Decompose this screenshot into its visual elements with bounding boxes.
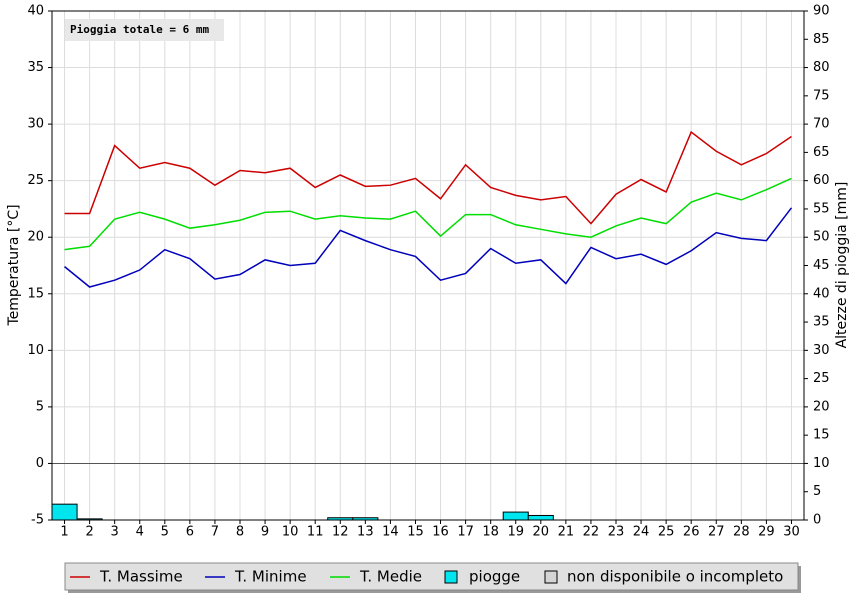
x-tick-label: 28 <box>733 525 750 540</box>
y-tick-label: 5 <box>36 399 44 414</box>
x-tick-label: 30 <box>783 525 800 540</box>
y2-tick-label: 45 <box>813 258 830 273</box>
rain-bar <box>51 503 78 521</box>
x-tick-label: 23 <box>608 525 625 540</box>
x-tick-label: 20 <box>533 525 550 540</box>
x-tick-label: 12 <box>332 525 349 540</box>
y2-tick-label: 10 <box>813 456 830 471</box>
x-tick-label: 24 <box>633 525 650 540</box>
y-axis-label: Temperatura [°C] <box>6 204 22 326</box>
y2-tick-label: 25 <box>813 371 830 386</box>
x-tick-label: 17 <box>457 525 474 540</box>
y2-tick-label: 65 <box>813 145 830 160</box>
x-tick-label: 15 <box>407 525 424 540</box>
y-tick-label: 20 <box>27 230 44 245</box>
y-tick-label: 30 <box>27 117 44 132</box>
x-tick-label: 4 <box>136 525 144 540</box>
y-tick-label: 10 <box>27 343 44 358</box>
x-tick-label: 6 <box>186 525 194 540</box>
annotation: Pioggia totale = 6 mm <box>70 23 209 36</box>
x-tick-label: 2 <box>85 525 93 540</box>
y2-tick-label: 85 <box>813 32 830 47</box>
x-tick-label: 21 <box>558 525 575 540</box>
temperature-line <box>64 207 793 288</box>
plot-area <box>52 11 804 520</box>
x-tick-label: 9 <box>261 525 269 540</box>
y2-axis-label: Altezze di pioggia [mm] <box>834 182 850 349</box>
y2-tick-label: 20 <box>813 399 830 414</box>
y2-tick-label: 60 <box>813 173 830 188</box>
temperature-line <box>64 177 792 251</box>
x-tick-label: 16 <box>432 525 449 540</box>
x-tick-label: 22 <box>583 525 600 540</box>
y2-tick-label: 90 <box>813 4 830 19</box>
x-tick-label: 14 <box>382 525 399 540</box>
y-tick-label: 35 <box>27 60 44 75</box>
legend-label: T. Massime <box>99 568 183 586</box>
legend-label: non disponibile o incompleto <box>567 568 783 586</box>
legend-swatch <box>544 570 558 584</box>
y-tick-label: 40 <box>27 4 44 19</box>
y2-tick-label: 30 <box>813 343 830 358</box>
y-tick-label: 25 <box>27 173 44 188</box>
rain-bar <box>502 511 529 521</box>
plot-frame <box>51 10 805 521</box>
x-tick-label: 29 <box>758 525 775 540</box>
x-tick-label: 1 <box>60 525 68 540</box>
x-tick-label: 3 <box>111 525 119 540</box>
y2-tick-label: 70 <box>813 117 830 132</box>
x-tick-label: 18 <box>482 525 499 540</box>
x-tick-label: 8 <box>236 525 244 540</box>
y-tick-label: 15 <box>27 286 44 301</box>
x-tick-label: 13 <box>357 525 374 540</box>
x-tick-label: 7 <box>211 525 219 540</box>
y2-tick-label: 0 <box>813 513 821 528</box>
temperature-line <box>64 130 792 225</box>
legend-swatch <box>444 570 458 584</box>
legend-label: piogge <box>469 568 520 586</box>
y-tick-label: -5 <box>31 513 44 528</box>
legend-box <box>64 562 799 591</box>
legend-label: T. Medie <box>359 568 422 586</box>
y2-tick-label: 55 <box>813 201 830 216</box>
x-tick-label: 19 <box>507 525 524 540</box>
x-tick-label: 26 <box>683 525 700 540</box>
y2-tick-label: 80 <box>813 60 830 75</box>
annotation-box <box>65 19 224 41</box>
x-tick-label: 25 <box>658 525 675 540</box>
x-tick-label: 10 <box>282 525 299 540</box>
y2-tick-label: 35 <box>813 315 830 330</box>
y2-tick-label: 75 <box>813 88 830 103</box>
y2-tick-label: 5 <box>813 484 821 499</box>
y2-tick-label: 15 <box>813 428 830 443</box>
x-tick-label: 5 <box>161 525 169 540</box>
y2-tick-label: 50 <box>813 230 830 245</box>
y2-tick-label: 40 <box>813 286 830 301</box>
legend-label: T. Minime <box>234 568 307 586</box>
rain-bar <box>527 514 554 521</box>
x-tick-label: 11 <box>307 525 324 540</box>
x-tick-label: 27 <box>708 525 725 540</box>
y-tick-label: 0 <box>36 456 44 471</box>
